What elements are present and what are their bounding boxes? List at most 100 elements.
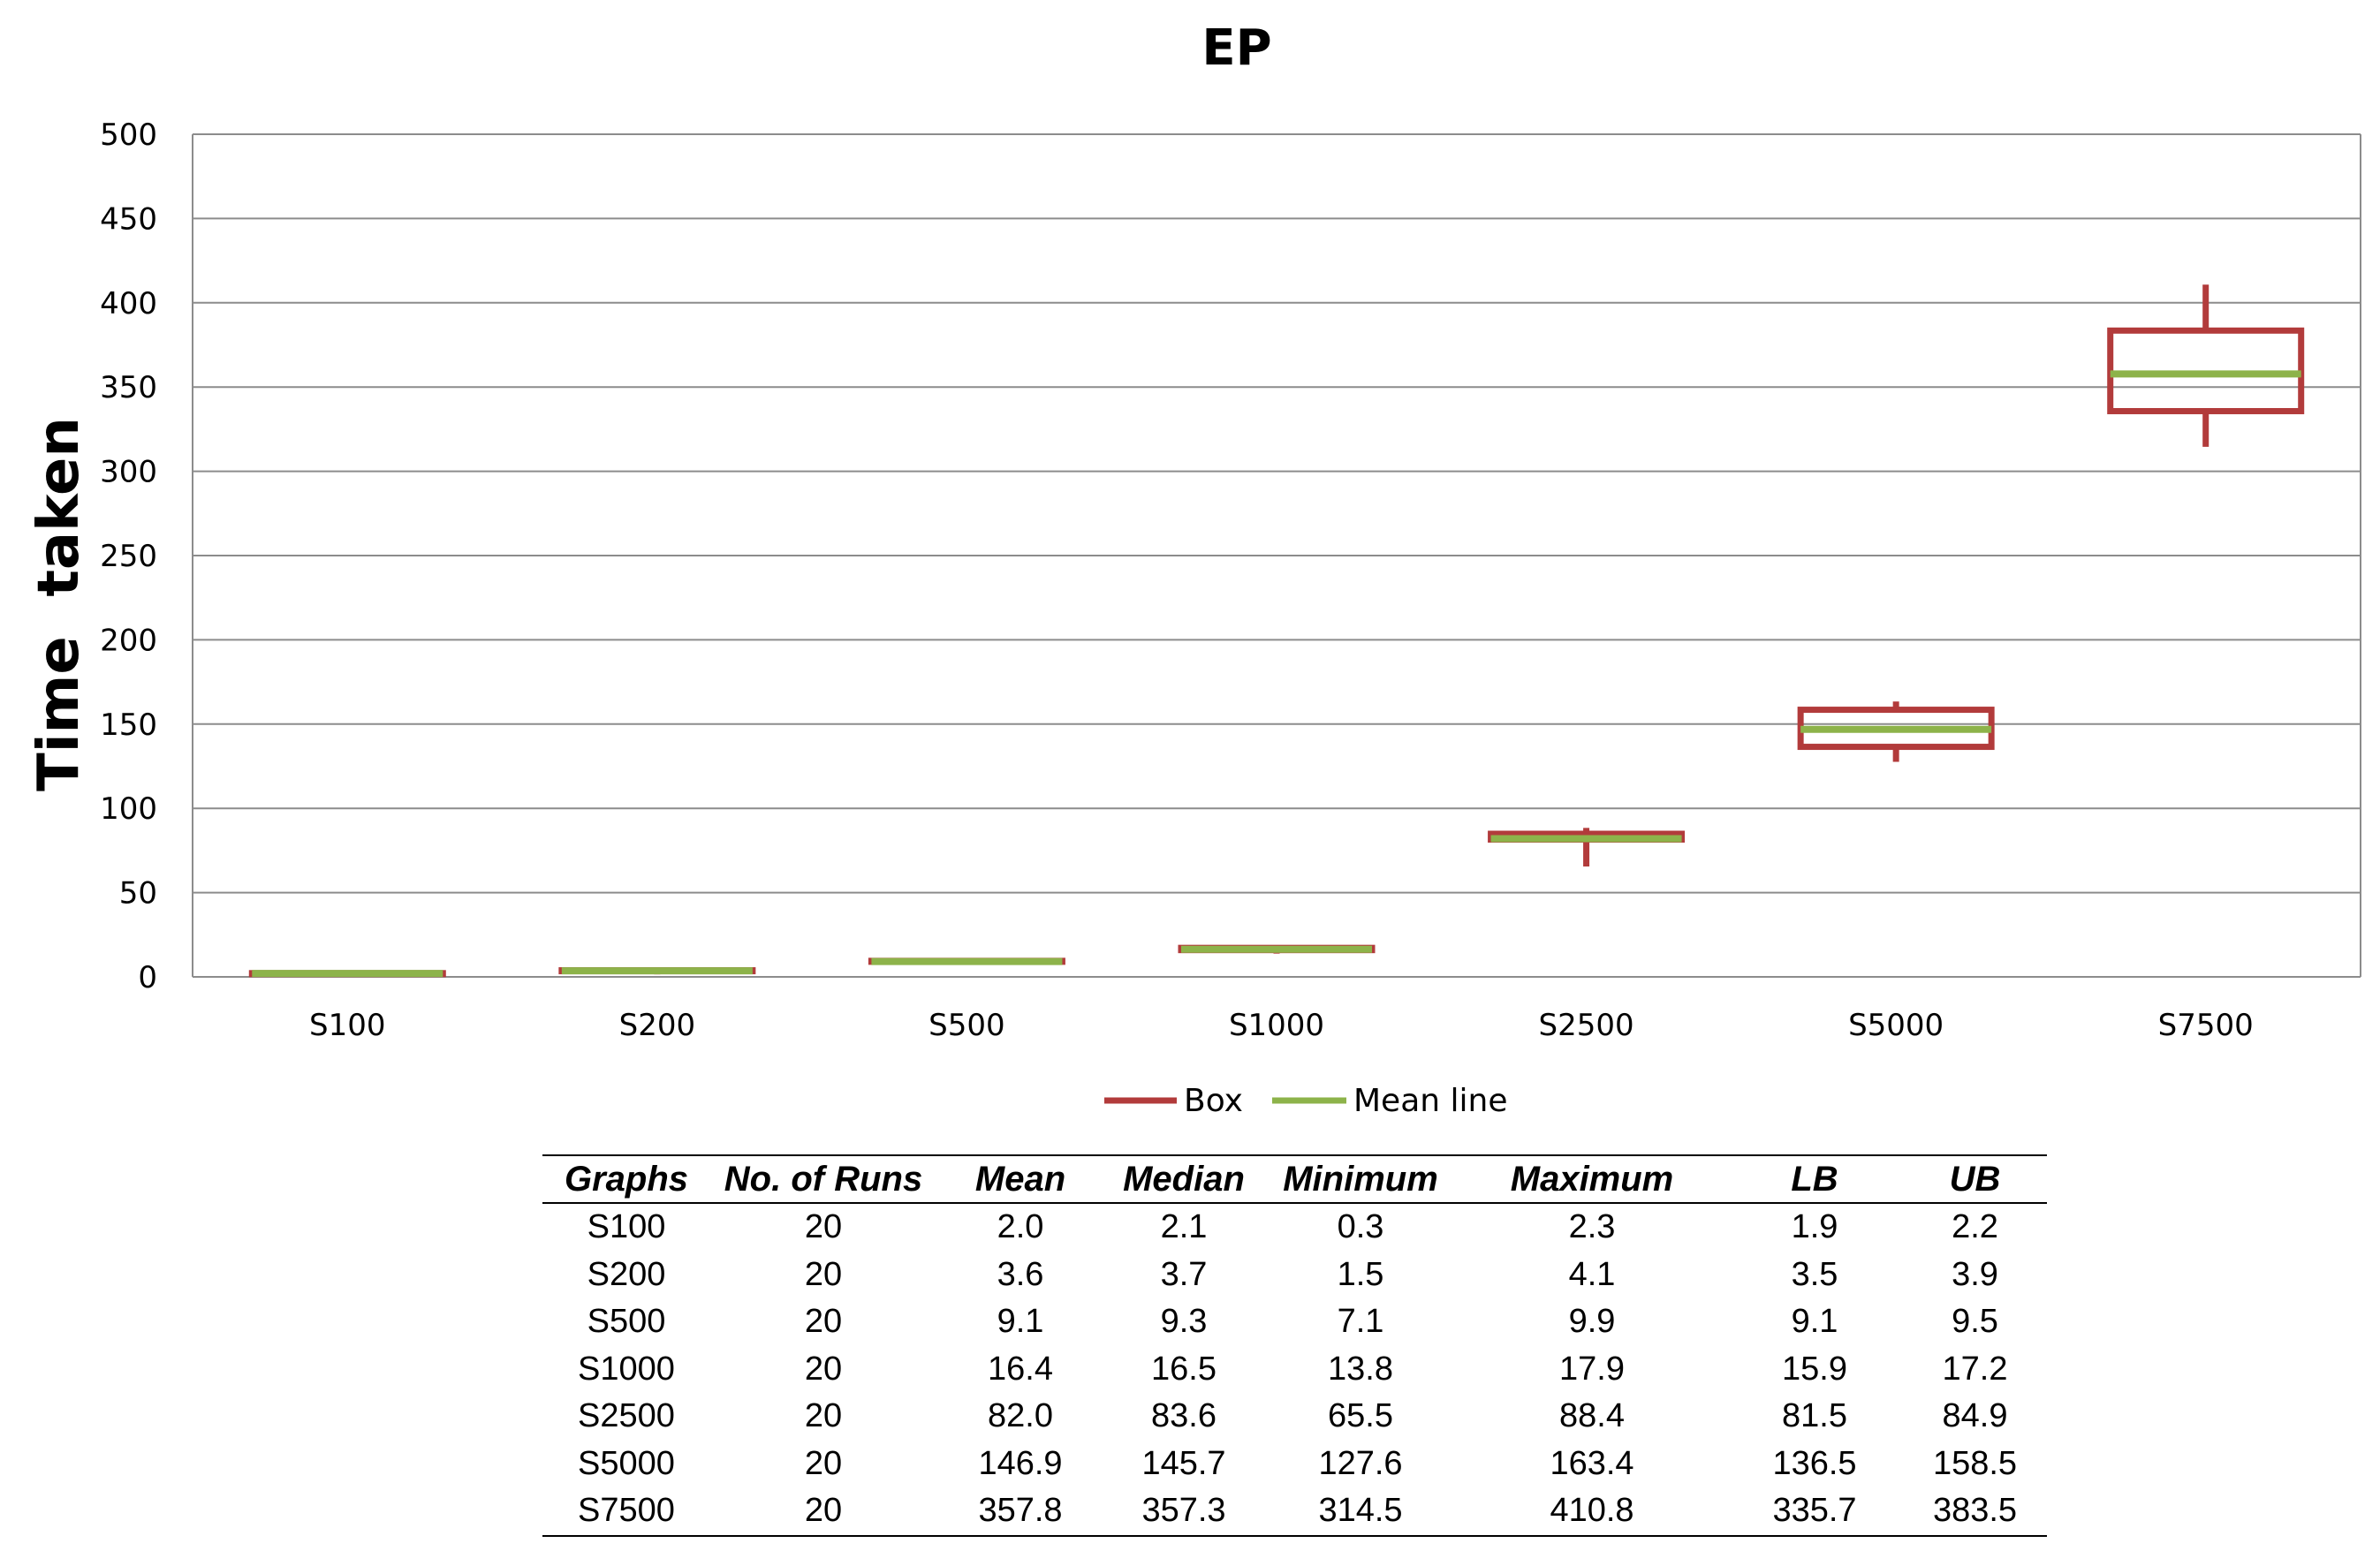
header-graphs: Graphs bbox=[542, 1155, 710, 1204]
x-tick-label: S1000 bbox=[1229, 1008, 1324, 1043]
box-plot-chart: EP Time taken 0 50 100 150 200 250 300 350 400 45… bbox=[27, 19, 2361, 1119]
x-tick-label: S200 bbox=[619, 1008, 695, 1043]
x-tick-label: S2500 bbox=[1539, 1008, 1634, 1043]
cell-lb: 136.5 bbox=[1772, 1444, 1857, 1482]
x-tick-label: S5000 bbox=[1848, 1008, 1944, 1043]
cell-mean: 3.6 bbox=[997, 1255, 1044, 1293]
table-row: S500 20 9.1 9.3 7.1 9.9 9.1 9.5 bbox=[542, 1298, 2047, 1346]
cell-lb: 335.7 bbox=[1726, 1487, 1903, 1537]
y-tick-label: 100 bbox=[100, 791, 157, 827]
cell-ub: 84.9 bbox=[1942, 1397, 2008, 1435]
y-tick-label: 0 bbox=[138, 960, 157, 995]
cell-minimum: 13.8 bbox=[1328, 1350, 1393, 1388]
cell-graph: S7500 bbox=[542, 1487, 710, 1537]
legend-box-label: Box bbox=[1184, 1083, 1243, 1119]
table-row: S2500 20 82.0 83.6 65.5 88.4 81.5 84.9 bbox=[542, 1393, 2047, 1441]
y-tick-label: 500 bbox=[100, 117, 157, 153]
cell-mean: 16.4 bbox=[988, 1350, 1053, 1388]
cell-lb: 81.5 bbox=[1782, 1397, 1847, 1435]
x-tick-labels: S100 S200 S500 S1000 S2500 S5000 S7500 bbox=[309, 1008, 2254, 1043]
y-tick-label: 200 bbox=[100, 623, 157, 658]
cell-ub: 9.5 bbox=[1952, 1303, 1998, 1341]
cell-runs: 20 bbox=[804, 1303, 843, 1341]
table-header-row: Graphs No. of Runs Mean Median Minimum M… bbox=[542, 1155, 2047, 1204]
cell-maximum: 2.3 bbox=[1568, 1208, 1616, 1246]
cell-runs: 20 bbox=[804, 1350, 843, 1388]
cell-maximum: 88.4 bbox=[1559, 1397, 1625, 1435]
cell-graph: S1000 bbox=[578, 1350, 675, 1388]
cell-lb: 1.9 bbox=[1791, 1208, 1838, 1246]
table-row: S100 20 2.0 2.1 0.3 2.3 1.9 2.2 bbox=[542, 1203, 2047, 1252]
cell-median: 3.7 bbox=[1160, 1255, 1208, 1293]
cell-runs: 20 bbox=[804, 1208, 843, 1246]
cell-minimum: 7.1 bbox=[1337, 1303, 1384, 1341]
header-minimum: Minimum bbox=[1263, 1155, 1458, 1204]
cell-maximum: 9.9 bbox=[1568, 1303, 1616, 1341]
cell-mean: 357.8 bbox=[936, 1487, 1104, 1537]
y-tick-label: 350 bbox=[100, 370, 157, 405]
x-tick-label: S500 bbox=[929, 1008, 1004, 1043]
cell-minimum: 127.6 bbox=[1318, 1444, 1403, 1482]
cell-ub: 383.5 bbox=[1903, 1487, 2047, 1537]
cell-runs: 20 bbox=[804, 1397, 843, 1435]
table-row: S200 20 3.6 3.7 1.5 4.1 3.5 3.9 bbox=[542, 1252, 2047, 1299]
legend-mean-label: Mean line bbox=[1353, 1083, 1508, 1119]
cell-graph: S5000 bbox=[578, 1444, 675, 1482]
cell-graph: S2500 bbox=[578, 1397, 675, 1435]
cell-maximum: 4.1 bbox=[1568, 1255, 1616, 1293]
cell-maximum: 163.4 bbox=[1550, 1444, 1634, 1482]
cell-ub: 158.5 bbox=[1932, 1444, 2018, 1482]
cell-mean: 82.0 bbox=[988, 1397, 1053, 1435]
cell-minimum: 65.5 bbox=[1328, 1397, 1393, 1435]
cell-runs: 20 bbox=[804, 1444, 843, 1482]
cell-ub: 2.2 bbox=[1952, 1208, 1998, 1246]
cell-maximum: 17.9 bbox=[1559, 1350, 1625, 1388]
x-tick-label: S100 bbox=[309, 1008, 385, 1043]
gridlines bbox=[192, 133, 2361, 978]
cell-minimum: 314.5 bbox=[1263, 1487, 1458, 1537]
legend: Box Mean line bbox=[1104, 1083, 1508, 1119]
y-tick-labels: 0 50 100 150 200 250 300 350 400 450 500 bbox=[100, 117, 157, 995]
y-tick-label: 300 bbox=[100, 455, 157, 490]
cell-median: 9.3 bbox=[1160, 1303, 1208, 1341]
cell-minimum: 1.5 bbox=[1337, 1255, 1384, 1293]
cell-graph: S200 bbox=[587, 1255, 666, 1293]
statistics-table: Graphs No. of Runs Mean Median Minimum M… bbox=[542, 1154, 2047, 1537]
header-runs: No. of Runs bbox=[710, 1155, 936, 1204]
cell-median: 357.3 bbox=[1104, 1487, 1263, 1537]
cell-graph: S500 bbox=[587, 1303, 666, 1341]
box-series bbox=[248, 284, 2305, 978]
table-row: S5000 20 146.9 145.7 127.6 163.4 136.5 1… bbox=[542, 1441, 2047, 1488]
cell-mean: 2.0 bbox=[997, 1208, 1044, 1246]
cell-median: 145.7 bbox=[1141, 1444, 1226, 1482]
cell-graph: S100 bbox=[587, 1208, 666, 1246]
cell-ub: 3.9 bbox=[1952, 1255, 1998, 1293]
table-row: S7500 20 357.8 357.3 314.5 410.8 335.7 3… bbox=[542, 1487, 2047, 1537]
header-maximum: Maximum bbox=[1458, 1155, 1726, 1204]
cell-runs: 20 bbox=[710, 1487, 936, 1537]
y-tick-label: 400 bbox=[100, 286, 157, 322]
cell-lb: 3.5 bbox=[1791, 1255, 1838, 1293]
header-mean: Mean bbox=[936, 1155, 1104, 1204]
cell-mean: 9.1 bbox=[997, 1303, 1044, 1341]
cell-lb: 15.9 bbox=[1782, 1350, 1847, 1388]
y-tick-label: 450 bbox=[100, 201, 157, 237]
x-tick-label: S7500 bbox=[2158, 1008, 2254, 1043]
y-tick-label: 50 bbox=[119, 876, 157, 912]
cell-ub: 17.2 bbox=[1942, 1350, 2008, 1388]
y-tick-label: 150 bbox=[100, 707, 157, 743]
y-tick-label: 250 bbox=[100, 539, 157, 574]
chart-title: EP bbox=[1201, 19, 1271, 77]
cell-median: 16.5 bbox=[1151, 1350, 1217, 1388]
header-ub: UB bbox=[1903, 1155, 2047, 1204]
cell-runs: 20 bbox=[804, 1255, 843, 1293]
cell-lb: 9.1 bbox=[1791, 1303, 1838, 1341]
mean-line-series bbox=[252, 370, 2301, 978]
cell-minimum: 0.3 bbox=[1337, 1208, 1384, 1246]
cell-median: 2.1 bbox=[1160, 1208, 1208, 1246]
cell-median: 83.6 bbox=[1151, 1397, 1217, 1435]
table-row: S1000 20 16.4 16.5 13.8 17.9 15.9 17.2 bbox=[542, 1346, 2047, 1394]
cell-mean: 146.9 bbox=[978, 1444, 1063, 1482]
cell-maximum: 410.8 bbox=[1458, 1487, 1726, 1537]
y-axis-label: Time taken bbox=[27, 417, 92, 791]
